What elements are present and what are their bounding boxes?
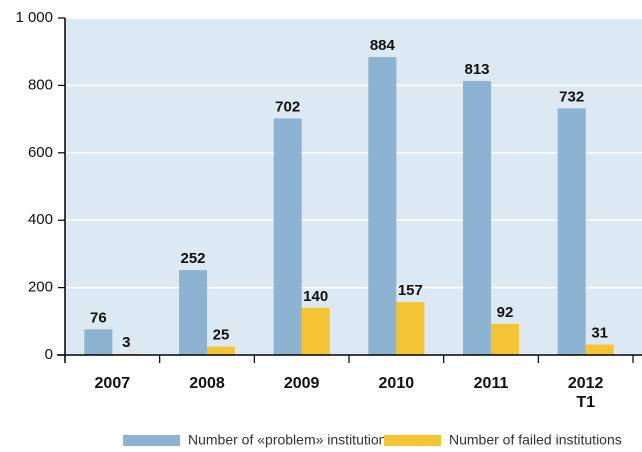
y-tick-label: 1 000 [15,9,53,26]
x-tick-label: 2007 [94,375,131,392]
bar [84,329,113,355]
bar [179,270,207,355]
y-tick-label: 800 [28,76,53,93]
legend-label: Number of «problem» institutions [188,432,393,448]
value-label: 813 [464,61,489,78]
value-label: 884 [370,37,396,54]
value-label: 25 [213,327,230,344]
value-label: 732 [559,88,584,105]
bar [207,346,235,355]
value-label: 31 [591,325,608,342]
value-label: 140 [303,288,328,305]
y-tick-label: 200 [28,279,53,296]
bar [396,302,425,355]
legend-label: Number of failed institutions [449,432,622,448]
y-tick-label: 400 [28,211,53,228]
bar [585,344,614,355]
bar [273,118,302,356]
plot-background [65,18,642,355]
legend-swatch [123,435,180,446]
value-label: 252 [180,250,205,267]
x-tick-label: 2008 [189,375,225,392]
y-tick-label: 600 [28,144,53,161]
value-label: 76 [90,309,107,326]
x-tick-label: 2011 [473,375,509,392]
x-tick-label: 2010 [378,375,415,392]
value-label: 157 [398,282,423,299]
bar [491,323,519,355]
x-tick-label: 2009 [283,375,320,392]
bar [557,108,586,355]
bar [301,307,330,355]
value-label: 3 [122,334,130,351]
x-tick-label: 2012 T1 [567,375,604,411]
bar [463,81,491,356]
legend-swatch [384,435,441,446]
y-tick-label: 0 [45,346,53,363]
value-label: 92 [497,304,514,321]
bar [368,57,397,355]
value-label: 702 [275,98,300,115]
